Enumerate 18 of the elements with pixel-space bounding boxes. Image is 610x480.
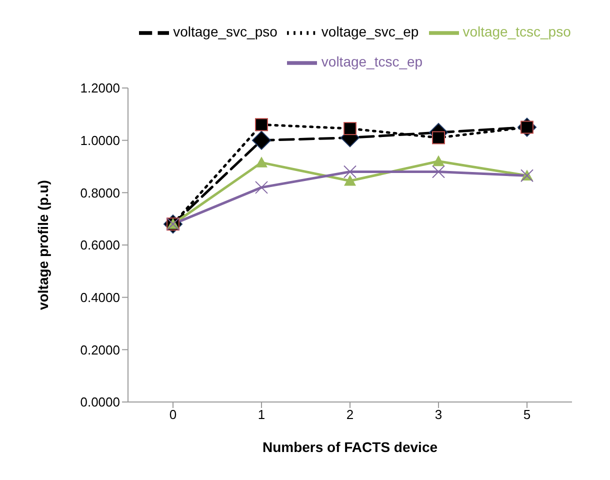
x-tick-label: 1: [258, 407, 266, 422]
y-tick-label: 0.2000: [80, 342, 120, 358]
x-tick-label: 3: [434, 407, 442, 422]
x-tick-label: 5: [523, 407, 531, 422]
y-tick-label: 0.6000: [80, 238, 120, 253]
x-tick-label: 0: [169, 407, 177, 422]
y-axis-title: voltage profile (p.u): [34, 180, 51, 310]
legend-label: voltage_svc_ep: [321, 24, 419, 40]
y-tick-label: 1.2000: [80, 80, 120, 96]
legend-label: voltage_tcsc_ep: [321, 54, 423, 70]
legend-label: voltage_tcsc_pso: [462, 24, 571, 40]
y-tick-label: 0.8000: [80, 185, 120, 200]
y-tick-label: 0.0000: [80, 394, 120, 410]
x-axis-title: Numbers of FACTS device: [262, 439, 438, 455]
x-tick-label: 2: [346, 407, 354, 422]
y-tick-label: 1.0000: [80, 132, 120, 148]
legend-label: voltage_svc_pso: [173, 24, 278, 40]
y-tick-label: 0.4000: [80, 290, 120, 305]
